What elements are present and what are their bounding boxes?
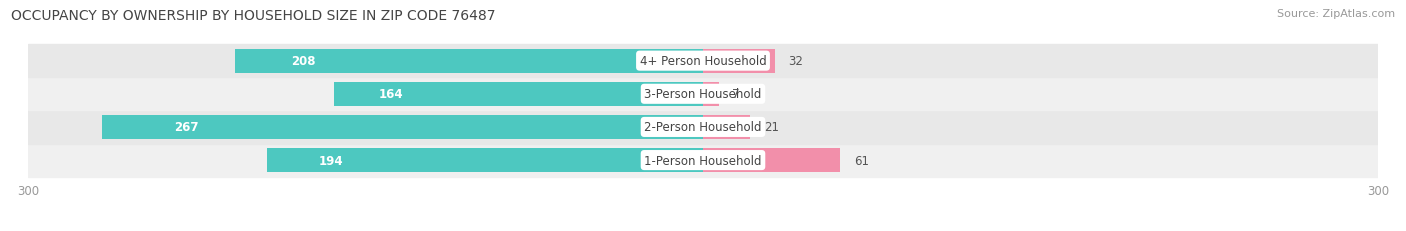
Bar bbox=[28, 144, 1378, 177]
Bar bbox=[235, 49, 703, 73]
Text: 1-Person Household: 1-Person Household bbox=[644, 154, 762, 167]
Text: OCCUPANCY BY OWNERSHIP BY HOUSEHOLD SIZE IN ZIP CODE 76487: OCCUPANCY BY OWNERSHIP BY HOUSEHOLD SIZE… bbox=[11, 9, 496, 23]
Text: 208: 208 bbox=[291, 55, 316, 68]
Bar bbox=[103, 116, 703, 139]
Bar bbox=[335, 82, 703, 106]
Text: 267: 267 bbox=[174, 121, 198, 134]
Text: 32: 32 bbox=[789, 55, 803, 68]
Text: 194: 194 bbox=[319, 154, 343, 167]
Bar bbox=[703, 49, 775, 73]
Text: 21: 21 bbox=[763, 121, 779, 134]
Bar bbox=[267, 149, 703, 172]
Bar bbox=[703, 116, 751, 139]
Bar bbox=[28, 45, 1378, 78]
Bar bbox=[28, 78, 1378, 111]
Text: 61: 61 bbox=[853, 154, 869, 167]
Text: 164: 164 bbox=[378, 88, 404, 101]
Bar bbox=[703, 82, 718, 106]
Bar bbox=[703, 149, 841, 172]
Text: 7: 7 bbox=[733, 88, 740, 101]
Text: 2-Person Household: 2-Person Household bbox=[644, 121, 762, 134]
Text: Source: ZipAtlas.com: Source: ZipAtlas.com bbox=[1277, 9, 1395, 19]
Text: 3-Person Household: 3-Person Household bbox=[644, 88, 762, 101]
Bar bbox=[28, 111, 1378, 144]
Text: 4+ Person Household: 4+ Person Household bbox=[640, 55, 766, 68]
